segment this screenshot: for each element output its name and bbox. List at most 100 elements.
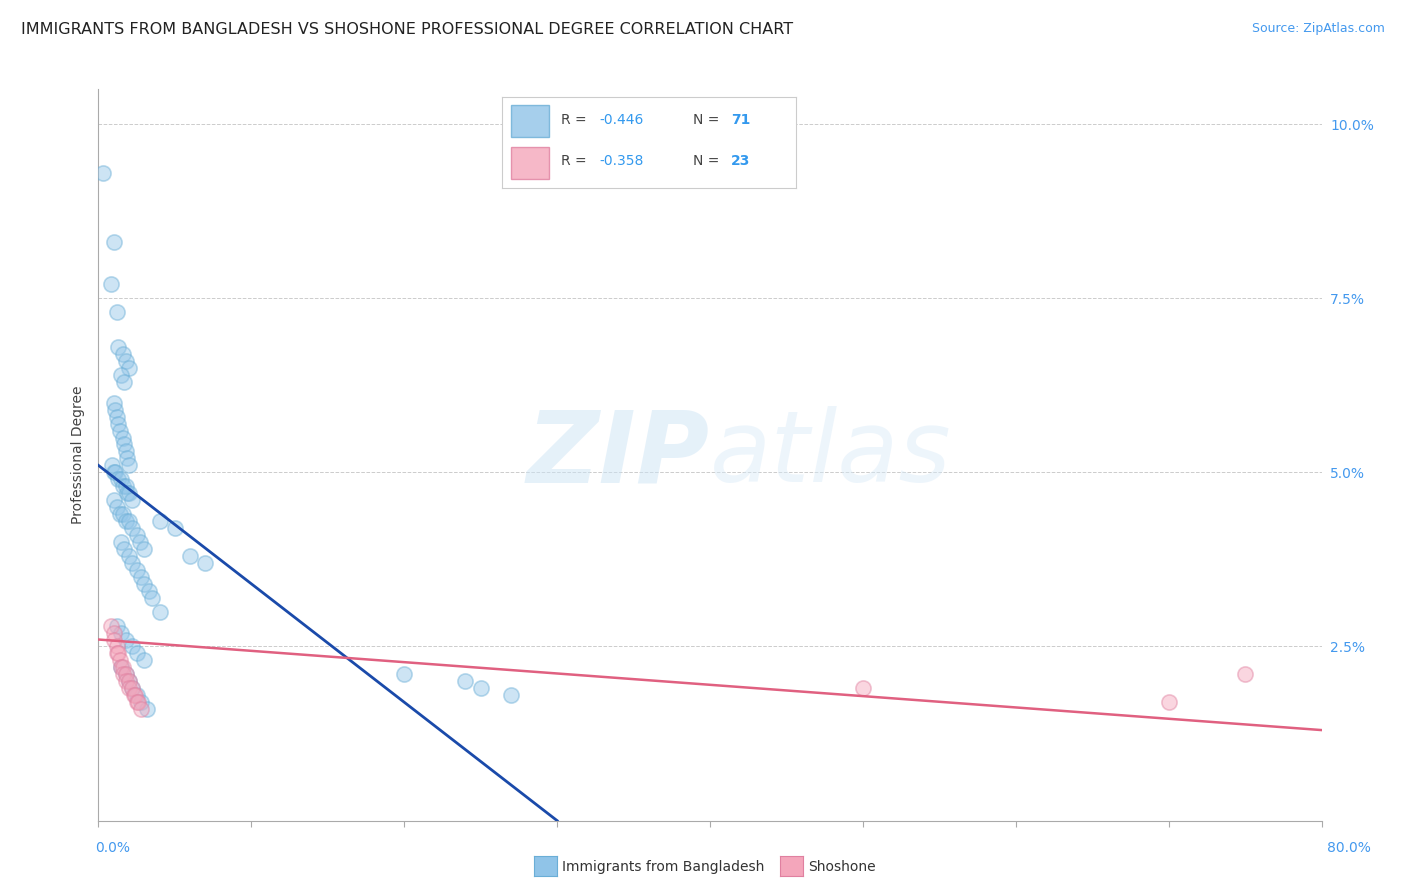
Point: [129, 702, 152, 716]
Point: [121, 556, 143, 570]
Point: [134, 653, 156, 667]
Point: [110, 660, 132, 674]
Point: [141, 591, 163, 605]
Point: [111, 479, 134, 493]
Point: [470, 681, 492, 696]
Text: ZIP: ZIP: [527, 407, 710, 503]
Point: [122, 688, 145, 702]
Text: 0.0%: 0.0%: [96, 841, 131, 855]
Point: [100, 618, 122, 632]
Text: Immigrants from Bangladesh: Immigrants from Bangladesh: [562, 860, 765, 874]
Point: [107, 472, 129, 486]
Point: [117, 486, 139, 500]
Point: [105, 305, 128, 319]
Point: [111, 347, 134, 361]
Point: [105, 640, 128, 654]
Point: [103, 235, 125, 250]
Point: [105, 500, 128, 515]
Point: [852, 681, 875, 696]
Point: [105, 618, 128, 632]
Point: [103, 493, 125, 508]
Point: [124, 688, 146, 702]
Point: [125, 695, 148, 709]
Point: [115, 354, 138, 368]
Point: [115, 667, 138, 681]
Point: [115, 674, 138, 689]
Point: [105, 647, 128, 661]
Point: [129, 570, 152, 584]
Y-axis label: Professional Degree: Professional Degree: [72, 385, 86, 524]
Point: [149, 605, 172, 619]
Point: [179, 549, 201, 563]
Point: [108, 507, 131, 521]
Point: [101, 458, 124, 473]
Point: [110, 472, 132, 486]
Point: [107, 647, 129, 661]
Point: [112, 437, 135, 451]
Point: [107, 417, 129, 431]
Point: [501, 688, 523, 702]
Point: [105, 409, 128, 424]
Point: [128, 535, 150, 549]
Point: [121, 521, 143, 535]
Point: [118, 674, 141, 689]
Point: [121, 640, 143, 654]
Point: [125, 688, 148, 702]
Point: [134, 541, 156, 556]
Point: [91, 166, 114, 180]
Point: [118, 549, 141, 563]
Point: [163, 521, 186, 535]
Point: [149, 514, 172, 528]
Point: [107, 340, 129, 354]
Point: [127, 695, 149, 709]
Point: [115, 667, 138, 681]
Point: [108, 653, 131, 667]
Point: [103, 625, 125, 640]
Text: 80.0%: 80.0%: [1327, 841, 1371, 855]
Point: [104, 466, 127, 480]
Point: [454, 674, 477, 689]
Point: [115, 444, 138, 458]
Point: [104, 402, 127, 417]
Text: Shoshone: Shoshone: [808, 860, 876, 874]
Point: [125, 528, 148, 542]
Point: [118, 360, 141, 375]
Point: [115, 479, 138, 493]
Point: [110, 368, 132, 382]
Point: [111, 430, 134, 444]
Point: [108, 424, 131, 438]
Point: [121, 681, 143, 696]
Point: [103, 395, 125, 409]
Point: [118, 486, 141, 500]
Point: [118, 681, 141, 696]
Point: [118, 674, 141, 689]
Point: [111, 667, 134, 681]
Point: [125, 647, 148, 661]
Point: [111, 507, 134, 521]
Text: IMMIGRANTS FROM BANGLADESH VS SHOSHONE PROFESSIONAL DEGREE CORRELATION CHART: IMMIGRANTS FROM BANGLADESH VS SHOSHONE P…: [21, 22, 793, 37]
Point: [117, 451, 139, 466]
Point: [103, 632, 125, 647]
Point: [1234, 667, 1257, 681]
Point: [121, 493, 143, 508]
Point: [103, 466, 125, 480]
Point: [100, 277, 122, 292]
Point: [194, 556, 217, 570]
Point: [118, 514, 141, 528]
Point: [115, 632, 138, 647]
Point: [111, 660, 134, 674]
Text: Source: ZipAtlas.com: Source: ZipAtlas.com: [1251, 22, 1385, 36]
Point: [136, 702, 159, 716]
Point: [110, 660, 132, 674]
Point: [134, 576, 156, 591]
Point: [118, 458, 141, 473]
Point: [112, 375, 135, 389]
Point: [138, 583, 160, 598]
Point: [115, 514, 138, 528]
Point: [392, 667, 416, 681]
Point: [125, 563, 148, 577]
Point: [112, 541, 135, 556]
Point: [110, 535, 132, 549]
Point: [121, 681, 143, 696]
Point: [129, 695, 152, 709]
